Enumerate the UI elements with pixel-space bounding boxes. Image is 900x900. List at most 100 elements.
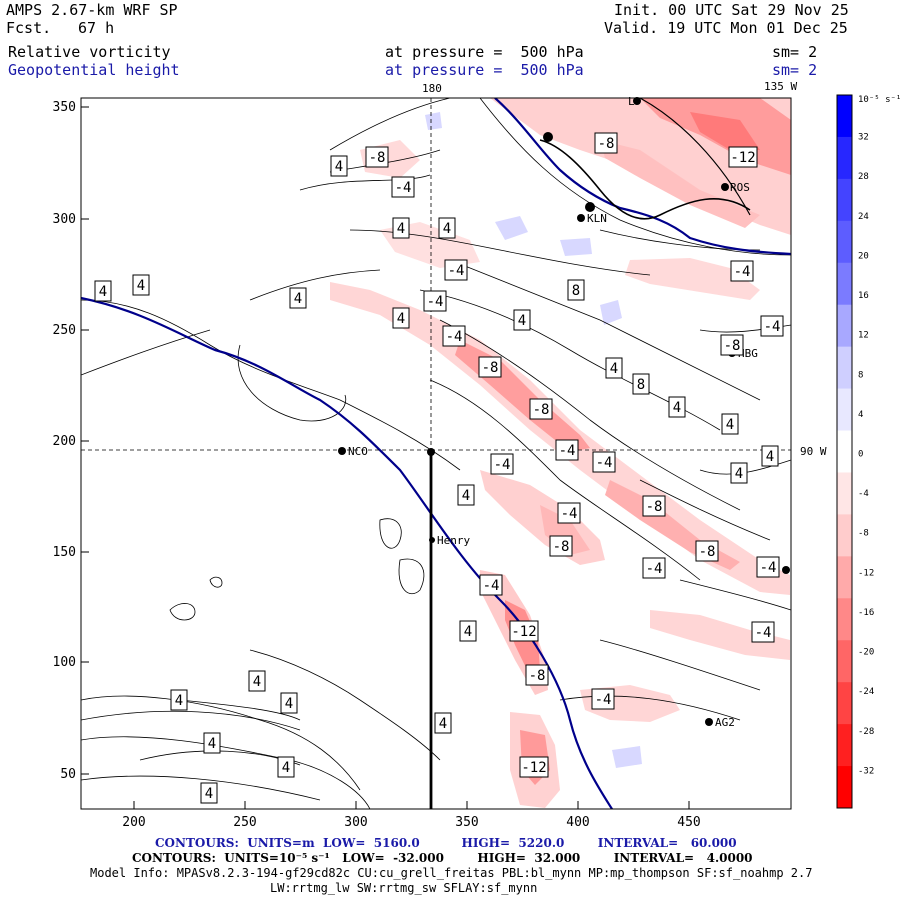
station-dot-e <box>782 566 790 574</box>
station-dot-kln <box>577 214 585 222</box>
vort-pos-3 <box>612 746 642 768</box>
contour-label-box <box>555 439 579 461</box>
y-tick-label: 200 <box>53 434 76 449</box>
vort-band-ne2 <box>600 140 760 228</box>
colorbar-label: 20 <box>858 251 869 261</box>
contour-label: -8 <box>699 544 716 560</box>
contour-label-box <box>761 445 779 467</box>
contour-label-box <box>434 712 452 734</box>
colorbar-label: -24 <box>858 687 874 697</box>
contour-label: 4 <box>175 693 183 709</box>
field1-level: at pressure = 500 hPa <box>385 43 584 61</box>
y-tick-label: 150 <box>53 545 76 560</box>
station-label-ros: ROS <box>730 181 750 194</box>
axis-ticks <box>81 106 690 809</box>
vort-band-central-2 <box>605 480 740 570</box>
contour-label: 4 <box>285 696 293 712</box>
colorbar-swatch <box>837 472 852 515</box>
colorbar-frame <box>836 94 853 809</box>
contour-label-box <box>248 670 266 692</box>
stations: NCO Henry AG2 HBG ROS KLN L <box>338 95 790 729</box>
fcst-label: Fcst. <box>6 19 52 37</box>
colorbar-label: -20 <box>858 648 874 658</box>
contour-label-box <box>392 217 410 239</box>
vort-band-south-2 <box>540 505 590 555</box>
contour-label-box <box>525 664 549 686</box>
contour-label: -4 <box>734 264 751 280</box>
footer-contours-height: CONTOURS: UNITS=m LOW= 5160.0 HIGH= 5220… <box>155 836 737 850</box>
contour-label-box <box>459 620 477 642</box>
colorbar-swatch <box>837 178 852 222</box>
contour-label: 4 <box>397 221 405 237</box>
contour-label: -4 <box>561 506 578 522</box>
station-label-l: L <box>628 95 635 108</box>
colorbar-label: 24 <box>858 212 869 222</box>
x-tick-label: 250 <box>233 815 256 830</box>
contour-label-box <box>730 462 748 484</box>
colorbar-label: -12 <box>858 568 874 578</box>
x-tick-label: 450 <box>677 815 700 830</box>
contour-label-box <box>203 732 221 754</box>
colorbar-swatch <box>837 430 852 473</box>
x-tick-label: 300 <box>344 815 367 830</box>
station-dot-mcm <box>543 132 553 142</box>
contour-label: -8 <box>529 668 546 684</box>
vort-pos-5 <box>425 112 442 130</box>
colorbar-swatch <box>837 346 852 390</box>
colorbar-label: 0 <box>858 450 863 460</box>
colorbar-swatch <box>837 598 852 641</box>
colorbar-swatch <box>837 304 852 348</box>
contour-label-box <box>277 756 295 778</box>
contour-label-box <box>442 325 466 347</box>
contour-label: 4 <box>282 760 290 776</box>
colorbar-swatch <box>837 136 852 180</box>
contour-label: -12 <box>511 624 536 640</box>
station-dot-henry <box>429 537 435 543</box>
colorbar-label: 32 <box>858 133 869 143</box>
colorbar: 32 28 24 20 16 12 8 4 0 -4 -8 -12 -16 -20 -24 -28 -32 <box>836 94 874 809</box>
contour-label-box <box>751 621 775 643</box>
station-dot-ros <box>721 183 729 191</box>
colorbar-swatch <box>837 262 852 306</box>
contour-label-box <box>668 396 686 418</box>
vorticity-contours <box>81 98 791 809</box>
contour-label: 4 <box>735 466 743 482</box>
contour-label: 4 <box>610 361 618 377</box>
vort-pos-2 <box>600 300 622 325</box>
contour-label: -8 <box>646 499 663 515</box>
contour-label-box <box>490 453 514 475</box>
contour-label: 8 <box>637 377 645 393</box>
x-tick-label: 400 <box>566 815 589 830</box>
colorbar-label: -28 <box>858 727 874 737</box>
station-label-kln: KLN <box>587 212 607 225</box>
contour-label: -4 <box>764 319 781 335</box>
colorbar-swatch <box>837 724 852 767</box>
contour-label-box <box>549 535 573 557</box>
lon-label-180: 180 <box>422 82 442 95</box>
colorbar-label: 8 <box>858 370 863 380</box>
contour-label: -4 <box>595 692 612 708</box>
contour-label-box <box>170 689 188 711</box>
contour-label-box <box>391 176 415 198</box>
field2-sm: sm= 2 <box>772 61 818 79</box>
contour-label-box <box>594 132 618 154</box>
contour-label: -8 <box>598 136 615 152</box>
y-tick-label: 50 <box>60 767 76 782</box>
colorbar-swatch <box>837 766 852 809</box>
contour-label-box <box>200 782 218 804</box>
contour-label-box <box>567 279 585 301</box>
contour-label-box <box>509 620 539 642</box>
field2-name: Geopotential height <box>8 61 180 79</box>
vort-band-central-strong <box>455 340 590 452</box>
contour-label: 4 <box>464 624 472 640</box>
station-dot-nco <box>338 447 346 455</box>
vort-pos-1 <box>495 216 528 240</box>
contour-label: 4 <box>208 736 216 752</box>
contour-label: -4 <box>596 455 613 471</box>
y-tick-label: 250 <box>53 323 76 338</box>
footer-model-info: Model Info: MPASv8.2.3-194-gf29cd82c CU:… <box>90 866 813 880</box>
footer-model-info-2: LW:rrtmg_lw SW:rrtmg_sw SFLAY:sf_mynn <box>270 881 538 895</box>
contour-label: 4 <box>726 417 734 433</box>
colorbar-swatch <box>837 556 852 599</box>
plot-frame <box>80 97 792 810</box>
